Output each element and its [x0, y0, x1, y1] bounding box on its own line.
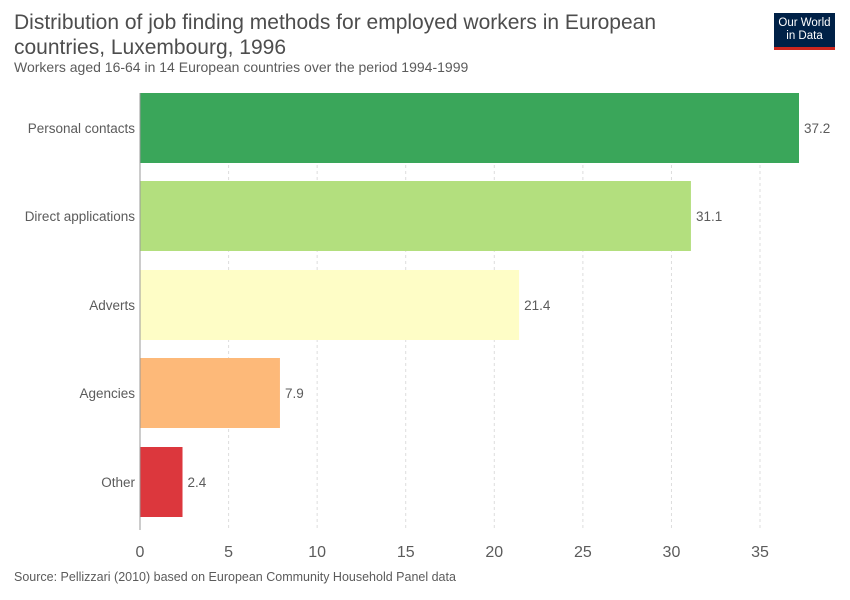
value-label: 37.2: [804, 121, 830, 136]
value-label: 2.4: [188, 475, 207, 490]
x-tick-label: 20: [485, 544, 503, 561]
value-label: 31.1: [696, 209, 722, 224]
category-label: Personal contacts: [28, 121, 136, 136]
x-tick-label: 5: [224, 544, 233, 561]
bar: [140, 270, 520, 340]
chart-subtitle: Workers aged 16-64 in 14 European countr…: [14, 59, 469, 75]
chart-title: Distribution of job finding methods for …: [14, 11, 657, 59]
category-label: Adverts: [89, 298, 135, 313]
bar: [140, 93, 799, 163]
category-label: Direct applications: [25, 209, 136, 224]
owid-logo[interactable]: Our World in Data: [774, 13, 835, 50]
value-label: 21.4: [524, 298, 551, 313]
x-tick-label: 10: [308, 544, 326, 561]
x-tick-label: 30: [663, 544, 681, 561]
category-label: Other: [101, 475, 135, 490]
logo-line-1: Our World: [778, 17, 831, 29]
x-tick-label: 0: [136, 544, 145, 561]
x-tick-label: 25: [574, 544, 592, 561]
bar: [140, 447, 183, 517]
source-note: Source: Pellizzari (2010) based on Europ…: [14, 570, 456, 584]
bar: [140, 181, 691, 251]
value-label: 7.9: [285, 386, 304, 401]
x-tick-label: 35: [751, 544, 769, 561]
category-label: Agencies: [79, 386, 135, 401]
x-tick-label: 15: [397, 544, 415, 561]
logo-line-2: in Data: [786, 30, 823, 42]
bar: [140, 358, 280, 428]
